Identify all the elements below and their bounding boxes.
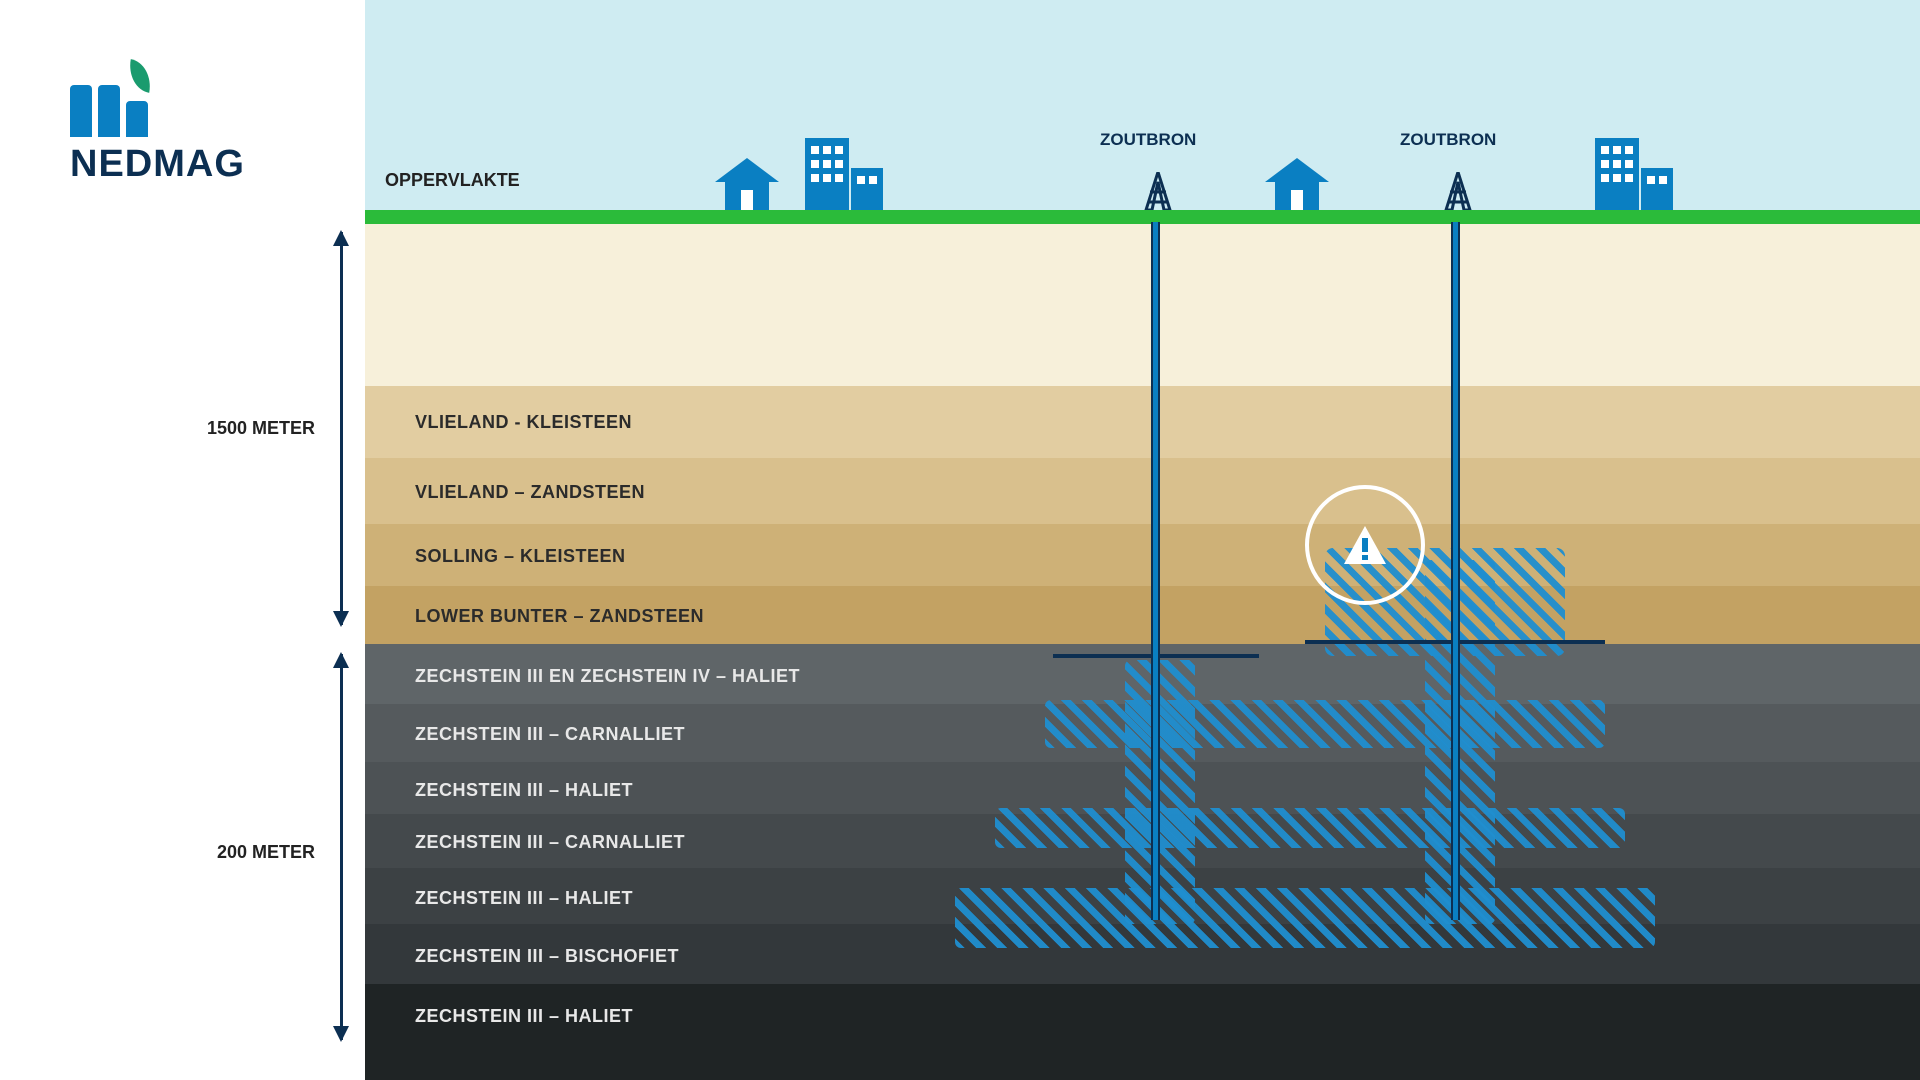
brand-name: NEDMAG bbox=[70, 143, 245, 186]
strata-label: LOWER BUNTER – ZANDSTEEN bbox=[415, 606, 704, 627]
strata-label: ZECHSTEIN III EN ZECHSTEIN IV – HALIET bbox=[415, 666, 800, 687]
strata-label: ZECHSTEIN III – HALIET bbox=[415, 780, 633, 801]
brand-logo: NEDMAG bbox=[70, 85, 245, 186]
strata-label: ZECHSTEIN III – CARNALLIET bbox=[415, 832, 685, 853]
house-icon bbox=[715, 158, 779, 215]
house-icon bbox=[1265, 158, 1329, 215]
strata-label: ZECHSTEIN III – CARNALLIET bbox=[415, 724, 685, 745]
alert-marker[interactable] bbox=[1305, 485, 1425, 605]
surface-label: OPPERVLAKTE bbox=[385, 170, 520, 191]
well-pipe bbox=[1151, 222, 1160, 920]
depth-arrow bbox=[340, 232, 343, 625]
sidebar: NEDMAG 1500 METER 200 METER bbox=[0, 0, 365, 1080]
strata-label: VLIELAND – ZANDSTEEN bbox=[415, 482, 645, 503]
derrick-icon bbox=[1140, 172, 1176, 215]
strata-label: ZECHSTEIN III – HALIET bbox=[415, 888, 633, 909]
strata-label: ZECHSTEIN III – HALIET bbox=[415, 1006, 633, 1027]
strata-layer bbox=[365, 984, 1920, 1080]
depth-label: 200 METER bbox=[217, 842, 315, 863]
derrick-icon bbox=[1440, 172, 1476, 215]
office-icon bbox=[805, 138, 883, 215]
depth-label: 1500 METER bbox=[207, 418, 315, 439]
cavern-arm bbox=[1045, 700, 1605, 748]
warning-icon bbox=[1344, 526, 1386, 564]
cavern-arm bbox=[995, 808, 1625, 848]
geology-diagram: VLIELAND - KLEISTEEN VLIELAND – ZANDSTEEN… bbox=[365, 0, 1920, 1080]
depth-arrow bbox=[340, 654, 343, 1040]
strata-label: SOLLING – KLEISTEEN bbox=[415, 546, 626, 567]
zoutbron-label-1: ZOUTBRON bbox=[1100, 130, 1196, 150]
strata-label: ZECHSTEIN III – BISCHOFIET bbox=[415, 946, 679, 967]
zoutbron-label-2: ZOUTBRON bbox=[1400, 130, 1496, 150]
well-pipe bbox=[1451, 222, 1460, 920]
strata-label: VLIELAND - KLEISTEEN bbox=[415, 412, 632, 433]
strata-layer bbox=[365, 224, 1920, 386]
office-icon bbox=[1595, 138, 1673, 215]
cavern-arm bbox=[955, 888, 1655, 948]
